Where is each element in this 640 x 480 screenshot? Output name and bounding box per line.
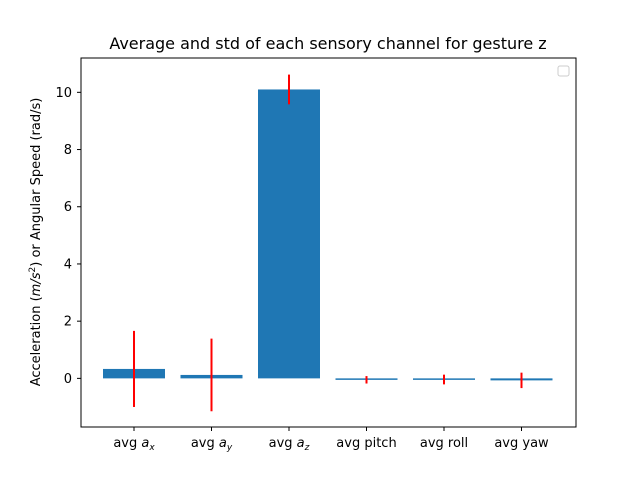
y-tick-label-2: 4: [64, 257, 72, 272]
y-axis-label: Acceleration (m/s2) or Angular Speed (ra…: [28, 98, 44, 387]
y-tick-label-5: 10: [55, 86, 72, 101]
bar-2: [258, 89, 320, 379]
bars-group: [103, 89, 553, 381]
chart-title: Average and std of each sensory channel …: [109, 34, 546, 53]
x-tick-label-4: avg roll: [420, 436, 468, 451]
x-tick-label-3: avg pitch: [336, 436, 396, 451]
x-tick-label-0: avg ax: [113, 436, 155, 453]
x-tick-label-2: avg az: [269, 436, 310, 453]
y-tick-label-3: 6: [64, 200, 72, 215]
x-tick-label-5: avg yaw: [494, 436, 549, 451]
x-tick-label-1: avg ay: [191, 436, 233, 453]
errorbars-group: [133, 74, 523, 412]
plot-frame: [80, 57, 577, 428]
y-tick-label-4: 8: [64, 143, 72, 158]
y-tick-label-1: 2: [64, 315, 72, 330]
y-tick-label-0: 0: [64, 372, 72, 387]
legend-box: [557, 65, 570, 77]
x-axis: avg ax avg ay avg az avg pitch avg roll avg y…: [113, 427, 549, 453]
y-axis: 0 2 4 6 8 10: [55, 86, 81, 387]
